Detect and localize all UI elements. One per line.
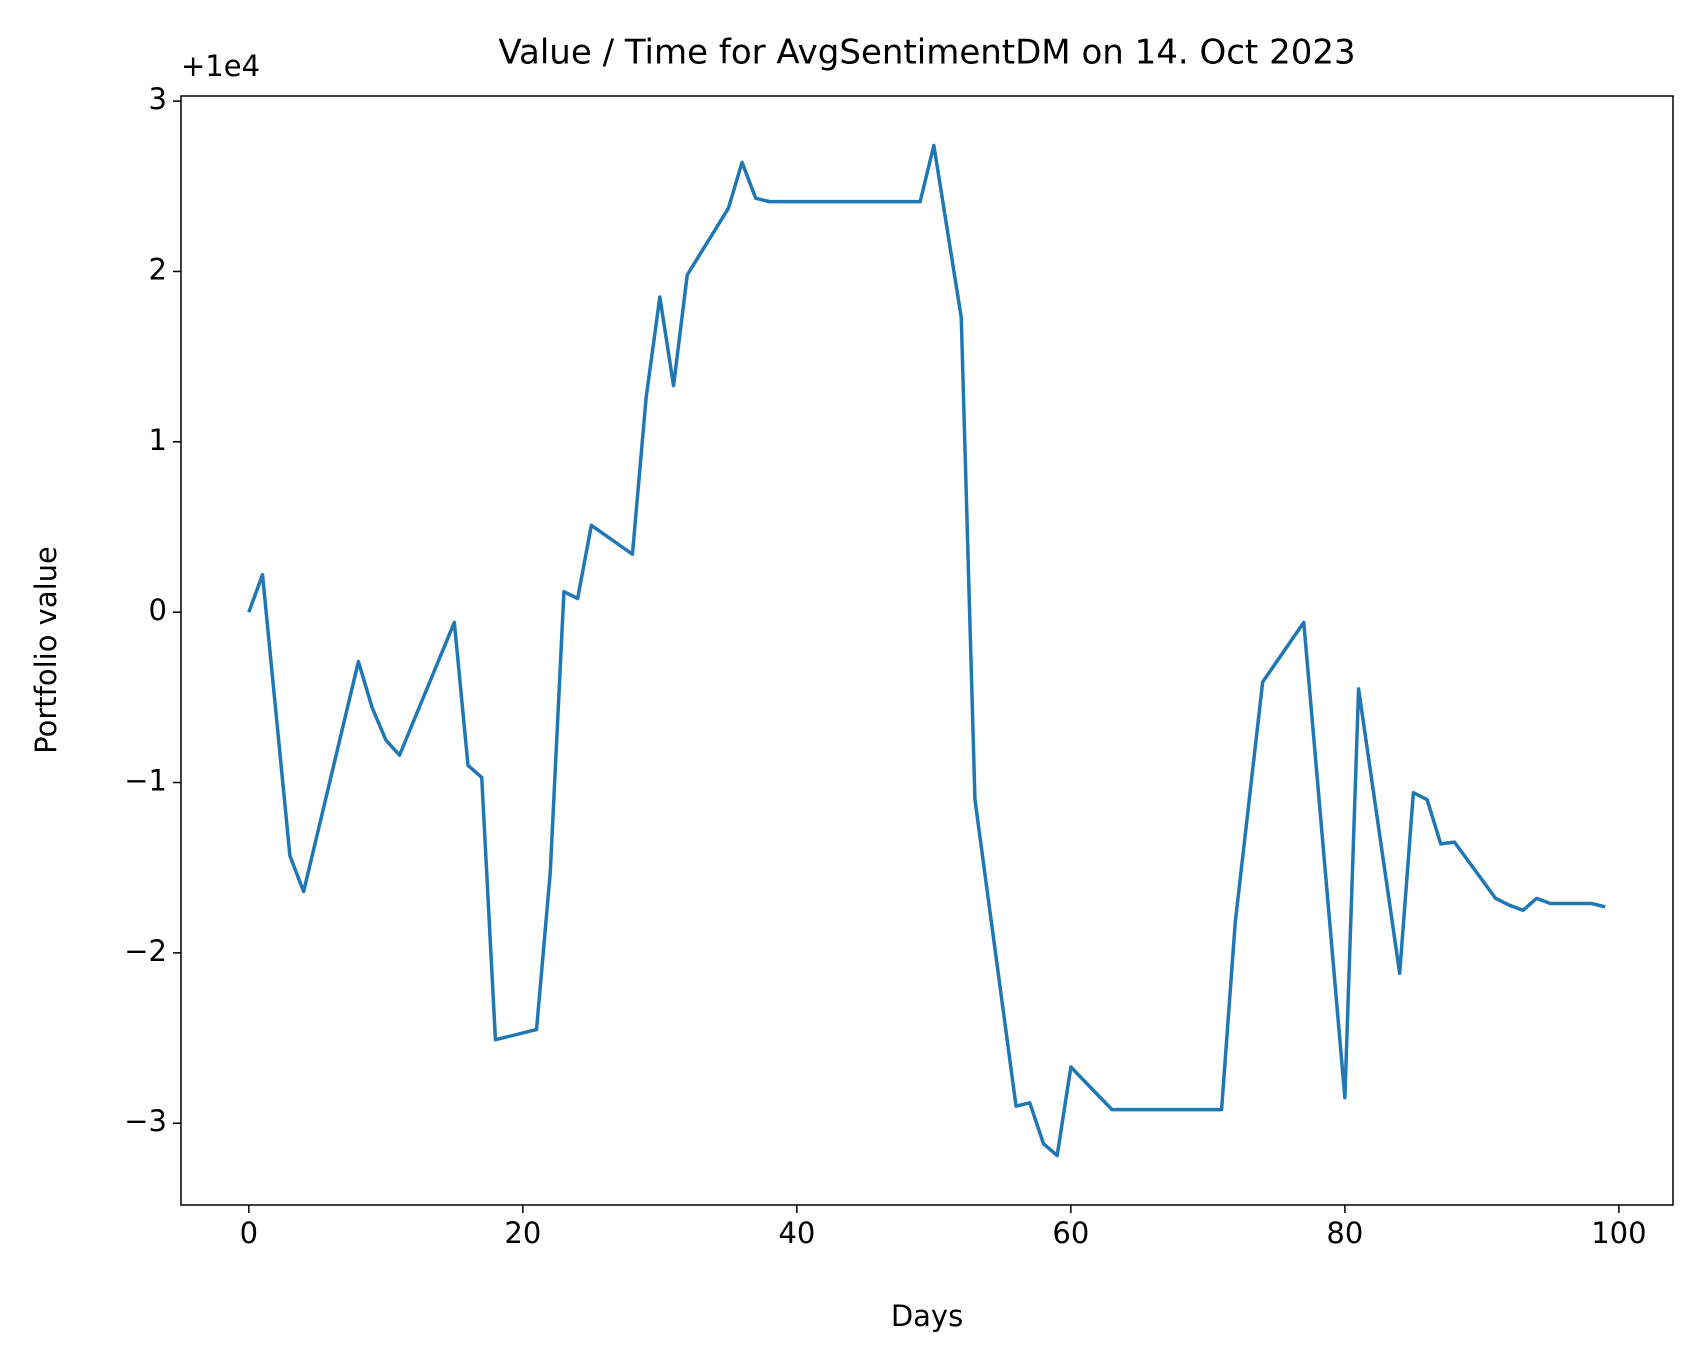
y-tick-label: 2 xyxy=(149,252,167,286)
x-tick-label: 60 xyxy=(1052,1216,1089,1250)
x-tick-label: 40 xyxy=(778,1216,815,1250)
y-axis-label: Portfolio value xyxy=(29,546,63,754)
plot-frame xyxy=(180,95,1674,1206)
x-tick-label: 100 xyxy=(1591,1216,1646,1250)
x-tick-label: 80 xyxy=(1326,1216,1363,1250)
x-tick-label: 0 xyxy=(240,1216,258,1250)
x-tick-label: 20 xyxy=(504,1216,541,1250)
chart-title: Value / Time for AvgSentimentDM on 14. O… xyxy=(498,33,1355,73)
y-offset-label: +1e4 xyxy=(181,49,260,83)
data-line xyxy=(247,143,1606,1158)
y-tick-label: 1 xyxy=(149,423,167,457)
y-tick-label: −1 xyxy=(124,764,167,798)
y-tick-label: −3 xyxy=(124,1104,167,1138)
y-tick-label: 0 xyxy=(149,593,167,627)
y-tick-label: 3 xyxy=(149,82,167,116)
y-tick-label: −2 xyxy=(124,934,167,968)
x-axis-label: Days xyxy=(891,1299,963,1333)
